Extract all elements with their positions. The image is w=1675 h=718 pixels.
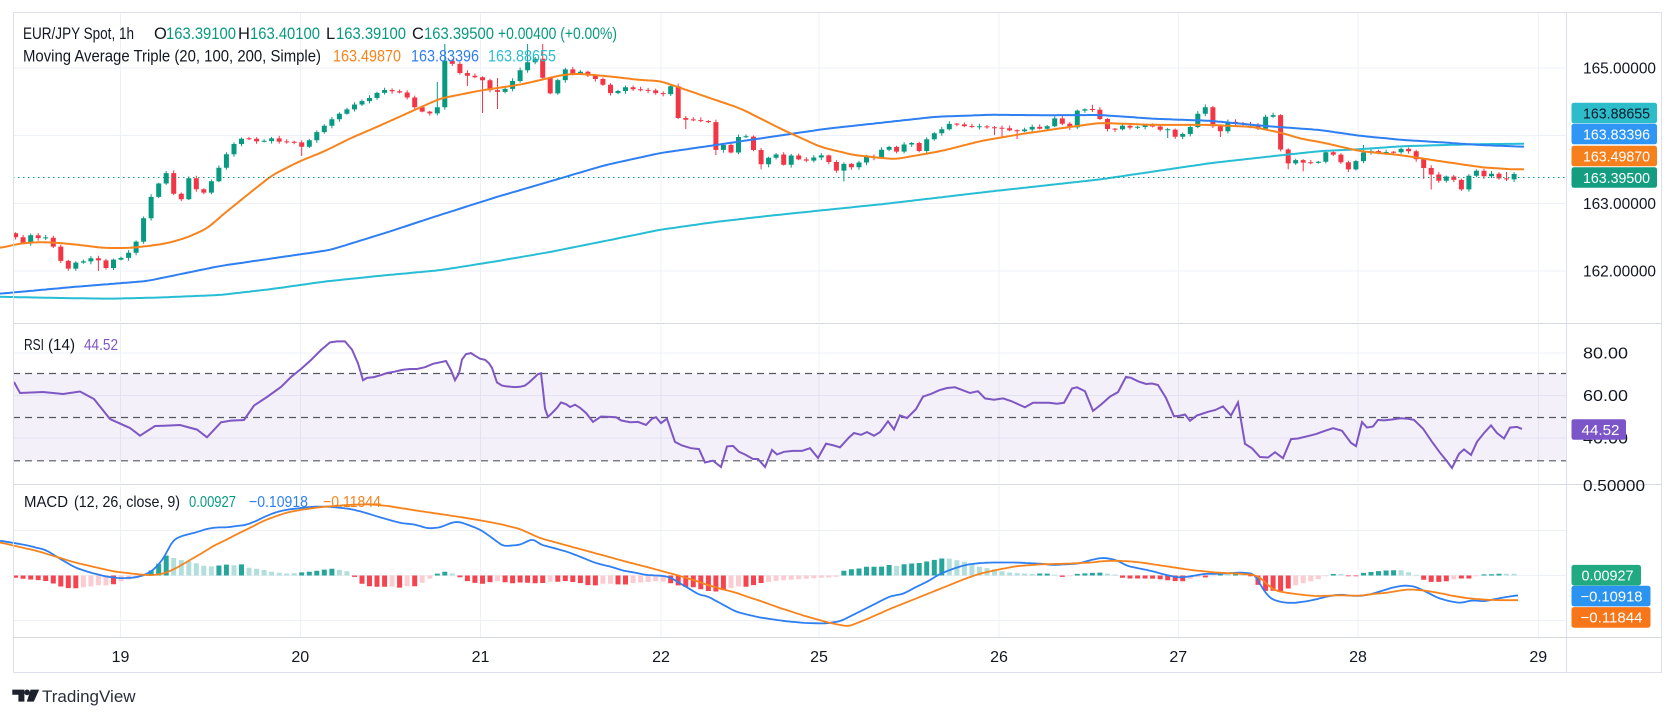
svg-text:MACD: MACD xyxy=(24,494,68,511)
svg-text:EUR/JPY Spot, 1h: EUR/JPY Spot, 1h xyxy=(23,25,134,43)
svg-text:20: 20 xyxy=(291,649,309,666)
svg-text:27: 27 xyxy=(1169,649,1187,666)
svg-text:163.49870: 163.49870 xyxy=(333,48,401,66)
svg-text:L: L xyxy=(326,25,335,43)
svg-text:162.00000: 162.00000 xyxy=(1583,264,1656,281)
svg-text:−0.11844: −0.11844 xyxy=(1581,610,1643,627)
svg-text:−0.10918: −0.10918 xyxy=(1581,588,1643,605)
svg-text:26: 26 xyxy=(990,649,1008,666)
svg-text:163.83396: 163.83396 xyxy=(411,48,479,66)
svg-text:RSI: RSI xyxy=(24,337,44,354)
svg-text:+0.00400 (+0.00%): +0.00400 (+0.00%) xyxy=(498,25,617,43)
svg-text:163.39100: 163.39100 xyxy=(166,25,236,43)
svg-text:0.00927: 0.00927 xyxy=(1582,568,1634,585)
svg-text:19: 19 xyxy=(112,649,130,666)
svg-text:(14): (14) xyxy=(48,337,75,354)
svg-text:−0.11844: −0.11844 xyxy=(323,494,381,511)
svg-text:H: H xyxy=(238,25,250,43)
svg-text:163.83396: 163.83396 xyxy=(1583,126,1650,143)
svg-text:28: 28 xyxy=(1349,649,1367,666)
svg-text:O: O xyxy=(154,25,167,43)
svg-text:22: 22 xyxy=(652,649,670,666)
svg-text:163.00000: 163.00000 xyxy=(1583,196,1656,213)
svg-text:0.50000: 0.50000 xyxy=(1583,478,1645,495)
svg-text:80.00: 80.00 xyxy=(1583,346,1628,363)
svg-text:(12, 26, close, 9): (12, 26, close, 9) xyxy=(74,494,180,511)
svg-text:44.52: 44.52 xyxy=(84,337,118,354)
svg-text:163.39500: 163.39500 xyxy=(424,25,494,43)
svg-text:165.00000: 165.00000 xyxy=(1583,61,1656,78)
svg-text:60.00: 60.00 xyxy=(1583,388,1628,405)
svg-text:163.39100: 163.39100 xyxy=(336,25,406,43)
svg-text:163.88655: 163.88655 xyxy=(1583,105,1650,122)
svg-text:−0.10918: −0.10918 xyxy=(249,494,308,511)
svg-text:0.00927: 0.00927 xyxy=(189,494,236,511)
svg-text:TradingView: TradingView xyxy=(42,687,136,706)
svg-text:163.49870: 163.49870 xyxy=(1583,148,1650,165)
svg-text:29: 29 xyxy=(1529,649,1547,666)
svg-text:163.88655: 163.88655 xyxy=(488,48,556,66)
svg-text:C: C xyxy=(412,25,424,43)
svg-text:44.52: 44.52 xyxy=(1582,422,1620,439)
svg-text:Moving Average Triple (20, 100: Moving Average Triple (20, 100, 200, Sim… xyxy=(23,48,321,66)
svg-text:21: 21 xyxy=(472,649,490,666)
svg-text:25: 25 xyxy=(810,649,828,666)
svg-text:163.40100: 163.40100 xyxy=(250,25,320,43)
svg-text:163.39500: 163.39500 xyxy=(1583,170,1650,187)
